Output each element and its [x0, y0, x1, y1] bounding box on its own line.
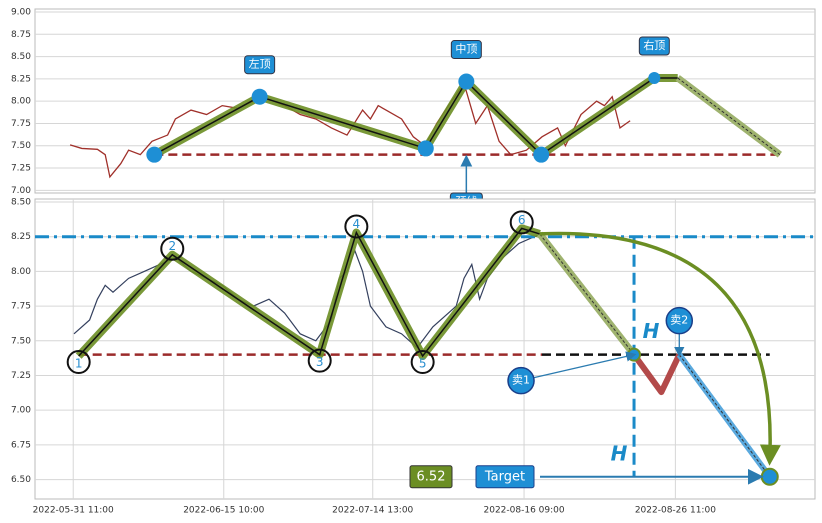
- sell-label: 卖1: [512, 374, 530, 387]
- x-tick-label: 2022-08-26 11:00: [635, 506, 716, 516]
- pivot: [533, 146, 550, 163]
- projection-line: [539, 233, 635, 355]
- y-tick-label: 7.25: [11, 371, 31, 381]
- annotation-box: [244, 55, 276, 75]
- annotation-box: [638, 36, 670, 56]
- y-tick-label: 8.50: [11, 198, 31, 208]
- y-tick-label: 7.75: [11, 302, 31, 312]
- y-tick-label: 7.75: [11, 119, 31, 129]
- sell-marker: [507, 366, 535, 395]
- sell-marker: [665, 306, 694, 335]
- y-tick-label: 8.50: [11, 52, 31, 62]
- pivot-ring: [344, 214, 369, 239]
- vertex-label: 5: [419, 357, 427, 371]
- value-box: [409, 465, 453, 489]
- target-point: [760, 467, 779, 486]
- annotation: 左顶: [249, 58, 271, 71]
- target-box: [475, 465, 535, 489]
- vertex-label: 4: [353, 217, 361, 231]
- pivot-ring: [410, 350, 435, 375]
- annotation-box: [450, 40, 482, 60]
- pivot: [251, 88, 268, 105]
- x-tick-label: 2022-06-15 10:00: [183, 506, 264, 516]
- pattern-line: [78, 227, 540, 358]
- annotation: 中顶: [455, 43, 477, 56]
- projection-line: [677, 77, 781, 156]
- y-tick-label: 9.00: [11, 8, 31, 18]
- x-tick-label: 2022-07-14 13:00: [332, 506, 413, 516]
- pivot-ring: [160, 236, 185, 261]
- y-tick-label: 8.75: [11, 30, 31, 40]
- y-tick-label: 6.50: [11, 475, 31, 485]
- x-tick-label: 2022-05-31 11:00: [33, 506, 114, 516]
- y-tick-label: 8.25: [11, 232, 31, 242]
- y-tick-label: 7.50: [11, 141, 31, 151]
- y-tick-label: 7.00: [11, 186, 31, 196]
- y-tick-label: 7.50: [11, 336, 31, 346]
- pivot-ring: [307, 348, 332, 373]
- pivot-ring: [509, 210, 534, 235]
- y-tick-label: 7.00: [11, 406, 31, 416]
- y-tick-label: 7.25: [11, 164, 31, 174]
- pivot: [458, 73, 475, 90]
- sell-pointer: [520, 351, 637, 382]
- target-label: Target: [484, 469, 525, 484]
- measure-label: H: [643, 319, 660, 343]
- pivot-ring: [66, 350, 91, 375]
- vertex-label: 6: [518, 213, 526, 227]
- y-tick-label: 8.00: [11, 267, 31, 277]
- target-value-label: 6.52: [417, 469, 446, 484]
- price-line: [69, 81, 631, 179]
- pivot: [417, 140, 434, 157]
- measure-label: H: [611, 441, 628, 465]
- vertex-label: 1: [75, 357, 83, 371]
- y-tick-label: 8.00: [11, 97, 31, 107]
- throwback-band: [631, 352, 682, 396]
- vertex-label: 2: [168, 239, 176, 253]
- vertex-label: 3: [316, 355, 324, 369]
- annotation: 右顶: [643, 38, 665, 52]
- sell-label: 卖2: [670, 314, 688, 327]
- pivot: [146, 146, 163, 163]
- target-line: [678, 354, 771, 478]
- pivot: [648, 71, 661, 84]
- y-tick-label: 8.25: [11, 74, 31, 84]
- curve-arrow: [539, 231, 781, 466]
- y-tick-label: 6.75: [11, 440, 31, 450]
- x-tick-label: 2022-08-16 09:00: [484, 506, 565, 516]
